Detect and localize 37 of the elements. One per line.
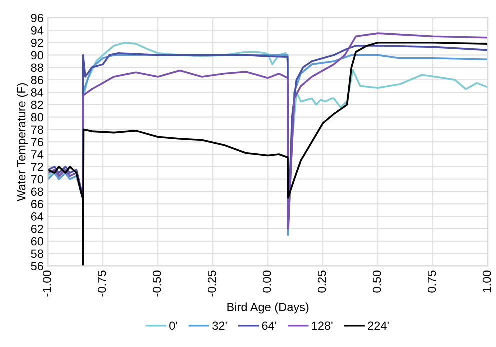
y-tick-label: 56 <box>31 262 44 271</box>
y-tick-label: 92 <box>31 38 44 48</box>
x-tick-label: 0.25 <box>318 270 326 293</box>
y-tick-label: 96 <box>31 14 44 22</box>
x-tick-label: 0.00 <box>262 270 272 293</box>
y-tick-label: 88 <box>31 64 44 72</box>
y-tick-label: 76 <box>31 138 44 146</box>
y-tick-label: 82 <box>31 100 44 110</box>
y-tick-label: 64 <box>31 212 44 221</box>
y-tick-label: 60 <box>31 237 44 246</box>
y-tick-label: 72 <box>31 162 44 172</box>
x-tick-label: -1.00 <box>42 270 52 297</box>
y-tick-label: 94 <box>31 26 44 35</box>
legend-label: 224' <box>368 322 389 330</box>
x-tick-label: 0.50 <box>372 270 382 293</box>
legend-label: 64' <box>262 322 277 330</box>
y-axis-title: Water Temperature (F) <box>17 83 28 202</box>
x-tick-label: 0.75 <box>428 270 436 293</box>
y-tick-label: 70 <box>31 175 44 184</box>
legend-label: 128' <box>312 322 333 330</box>
y-tick-label: 80 <box>31 113 44 122</box>
y-tick-label: 62 <box>31 224 44 234</box>
y-tick-label: 84 <box>31 88 44 97</box>
x-tick-label: -0.75 <box>98 270 106 297</box>
y-tick-label: 58 <box>31 250 44 258</box>
x-tick-label: -0.25 <box>208 270 216 297</box>
x-axis-title: Bird Age (Days) <box>228 302 309 314</box>
y-tick-label: 68 <box>31 188 44 196</box>
x-tick-label: 1.00 <box>482 270 492 292</box>
y-tick-label: 78 <box>31 126 44 134</box>
legend-label: 32' <box>212 322 227 330</box>
x-tick-label: -0.50 <box>152 270 162 297</box>
legend-label: 0' <box>170 322 178 330</box>
y-tick-label: 66 <box>31 200 44 209</box>
y-tick-label: 86 <box>31 76 44 84</box>
y-tick-label: 90 <box>31 51 44 60</box>
y-tick-label: 74 <box>31 150 44 159</box>
